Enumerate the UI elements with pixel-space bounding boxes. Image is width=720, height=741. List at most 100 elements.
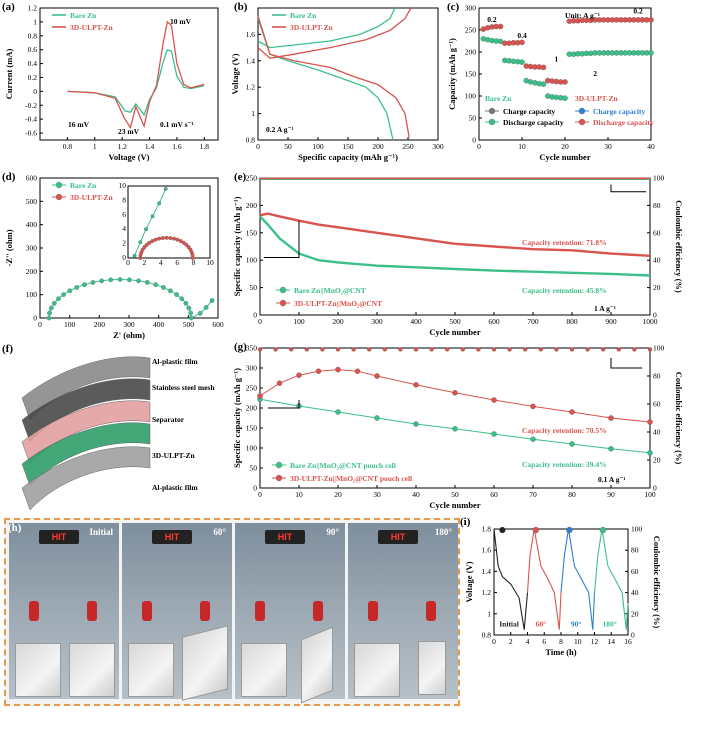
inset-frame [127, 185, 211, 259]
x-tick-label: 0 [256, 142, 260, 151]
y-tick-label: 1.4 [482, 567, 492, 576]
capacity-point-3d-ulpt-zn [608, 415, 614, 421]
ce-point-3d-ulpt-zn [632, 347, 637, 352]
y-tick-label: 250 [465, 26, 477, 35]
eis-point-bare-zn [67, 288, 73, 294]
panel-f-pouch-schematic: (f) Al-plastic film Stainless steel mesh Se… [2, 343, 215, 511]
photo-label-60: 60° [213, 527, 226, 537]
legend-bare-charge-swatch [488, 107, 496, 115]
y-tick-label: 200 [465, 48, 477, 57]
y2-tick-label: 80 [653, 372, 661, 381]
eis-point-3d-ulpt-zn [175, 237, 180, 242]
y-tick-label: 150 [246, 228, 258, 237]
inset-point-bare-zn [144, 227, 148, 232]
legend-bare-zn: Bare Zn||MnO₂@CNT pouch cell [290, 461, 396, 470]
y2-tick-label: 40 [631, 588, 639, 597]
x-tick-label: 100 [312, 142, 324, 151]
rate-point-bare-zn [519, 59, 525, 65]
inset-x-tick-label: 6 [175, 258, 179, 267]
inset-point-bare-zn [138, 240, 143, 245]
inset-y-tick-label: 4 [122, 224, 126, 233]
inset-y-tick-label: 8 [122, 195, 126, 204]
legend-bare-discharge-swatch [488, 118, 496, 126]
capacity-curve-bare-zn [259, 215, 651, 277]
pouch-cell-cathode [69, 643, 115, 697]
ce-point-3d-ulpt-zn [367, 347, 372, 352]
legend-ulpt-discharge: Discharge capacity [593, 118, 654, 127]
segment-label: 90° [571, 620, 582, 629]
eis-point-bare-zn [108, 277, 114, 283]
annotation-scan-rate: 0.1 mV s⁻¹ [160, 120, 194, 129]
ce-point-3d-ulpt-zn [616, 347, 621, 352]
capacity-curve-3d-ulpt-zn [259, 212, 651, 257]
eis-point-3d-ulpt-zn [144, 242, 149, 247]
capacity-point-bare-zn [608, 446, 614, 452]
y2-tick-label: 20 [653, 456, 661, 465]
x-tick-label: 0 [258, 317, 262, 326]
inset-x-tick-label: 10 [206, 258, 214, 267]
x-tick-label: 800 [566, 317, 578, 326]
y-axis-label: Capacity (mAh g⁻¹) [447, 38, 457, 110]
capacity-point-bare-zn [569, 441, 575, 447]
annotation-retention-ulpt: Capacity retention: 71.8% [522, 238, 607, 247]
rate-point-3d-ulpt-zn [540, 64, 547, 71]
capacity-point-3d-ulpt-zn [335, 366, 341, 373]
y2-tick-label: 0 [653, 484, 657, 493]
ce-point-3d-ulpt-zn [569, 347, 575, 352]
pouch-cell-anode [15, 643, 61, 697]
capacity-point-3d-ulpt-zn [452, 390, 458, 396]
y2-tick-label: 20 [631, 609, 639, 618]
panel-label: (e) [234, 171, 247, 183]
y-tick-label: 100 [465, 92, 477, 101]
cv-curve-3d-ulpt-zn [67, 20, 205, 130]
eis-point-bare-zn [186, 305, 192, 311]
x-tick-label: 400 [153, 320, 165, 329]
eis-point-3d-ulpt-zn [150, 239, 155, 243]
y-tick-label: 300 [246, 364, 258, 373]
layer-shape [21, 422, 151, 487]
capacity-point-bare-zn [335, 409, 341, 415]
rate-point-bare-zn [562, 95, 568, 101]
y-tick-label: 0 [33, 314, 37, 323]
inset-x-tick-label: 2 [143, 258, 147, 267]
segment-label: 180° [602, 620, 616, 629]
eis-point-3d-ulpt-zn [190, 256, 195, 260]
x-tick-label: 150 [342, 142, 354, 151]
y-tick-label: 1.8 [482, 525, 492, 534]
eis-point-3d-ulpt-zn [147, 240, 152, 245]
y-tick-label: 100 [246, 444, 258, 453]
x-axis-label: Cycle number [429, 500, 480, 510]
ce-point-3d-ulpt-zn [538, 347, 543, 352]
y-axis-label: Voltage (V) [232, 53, 240, 94]
eis-curve-3d-ulpt-zn [139, 237, 194, 259]
y2-axis-label: Coulombic efficiency (%) [674, 372, 684, 465]
y-tick-label: 1 [33, 17, 37, 26]
panel-e-cycling-chart: 0 100 200 300 400 500 600 700 800 900 100005010015… [232, 171, 684, 337]
y-tick-label: -0.6 [25, 129, 37, 138]
ce-point-3d-ulpt-zn [304, 347, 309, 352]
ce-point-3d-ulpt-zn [257, 347, 263, 352]
eis-point-bare-zn [61, 292, 66, 297]
x-tick-label: 10 [295, 490, 303, 499]
x-tick-label: 1 [93, 142, 97, 151]
annotation-current: 0.2 A g⁻¹ [266, 125, 294, 134]
y-tick-label: 1 [251, 109, 255, 118]
x-axis-label: Specific capacity (mAh g⁻¹) [298, 152, 398, 162]
y-tick-label: 300 [26, 244, 38, 253]
legend-right-title: 3D-ULPT-Zn [575, 94, 618, 103]
y-tick-label: 0.8 [28, 31, 38, 40]
ce-point-3d-ulpt-zn [523, 347, 528, 352]
eis-point-3d-ulpt-zn [168, 236, 173, 240]
voltage-curve-2 [560, 528, 596, 630]
y-tick-label: 50 [250, 464, 258, 473]
eis-point-3d-ulpt-zn [164, 235, 169, 240]
inset-curve-bare-zn [134, 188, 167, 256]
eis-point-bare-zn [127, 277, 132, 283]
y-tick-label: 150 [465, 70, 477, 79]
y-tick-label: 0.4 [28, 59, 38, 68]
x-tick-label: 16 [624, 637, 632, 646]
y-tick-label: 500 [26, 197, 38, 206]
x-tick-label: 20 [334, 490, 342, 499]
eis-point-bare-zn [197, 310, 203, 316]
eis-point-3d-ulpt-zn [171, 236, 176, 241]
